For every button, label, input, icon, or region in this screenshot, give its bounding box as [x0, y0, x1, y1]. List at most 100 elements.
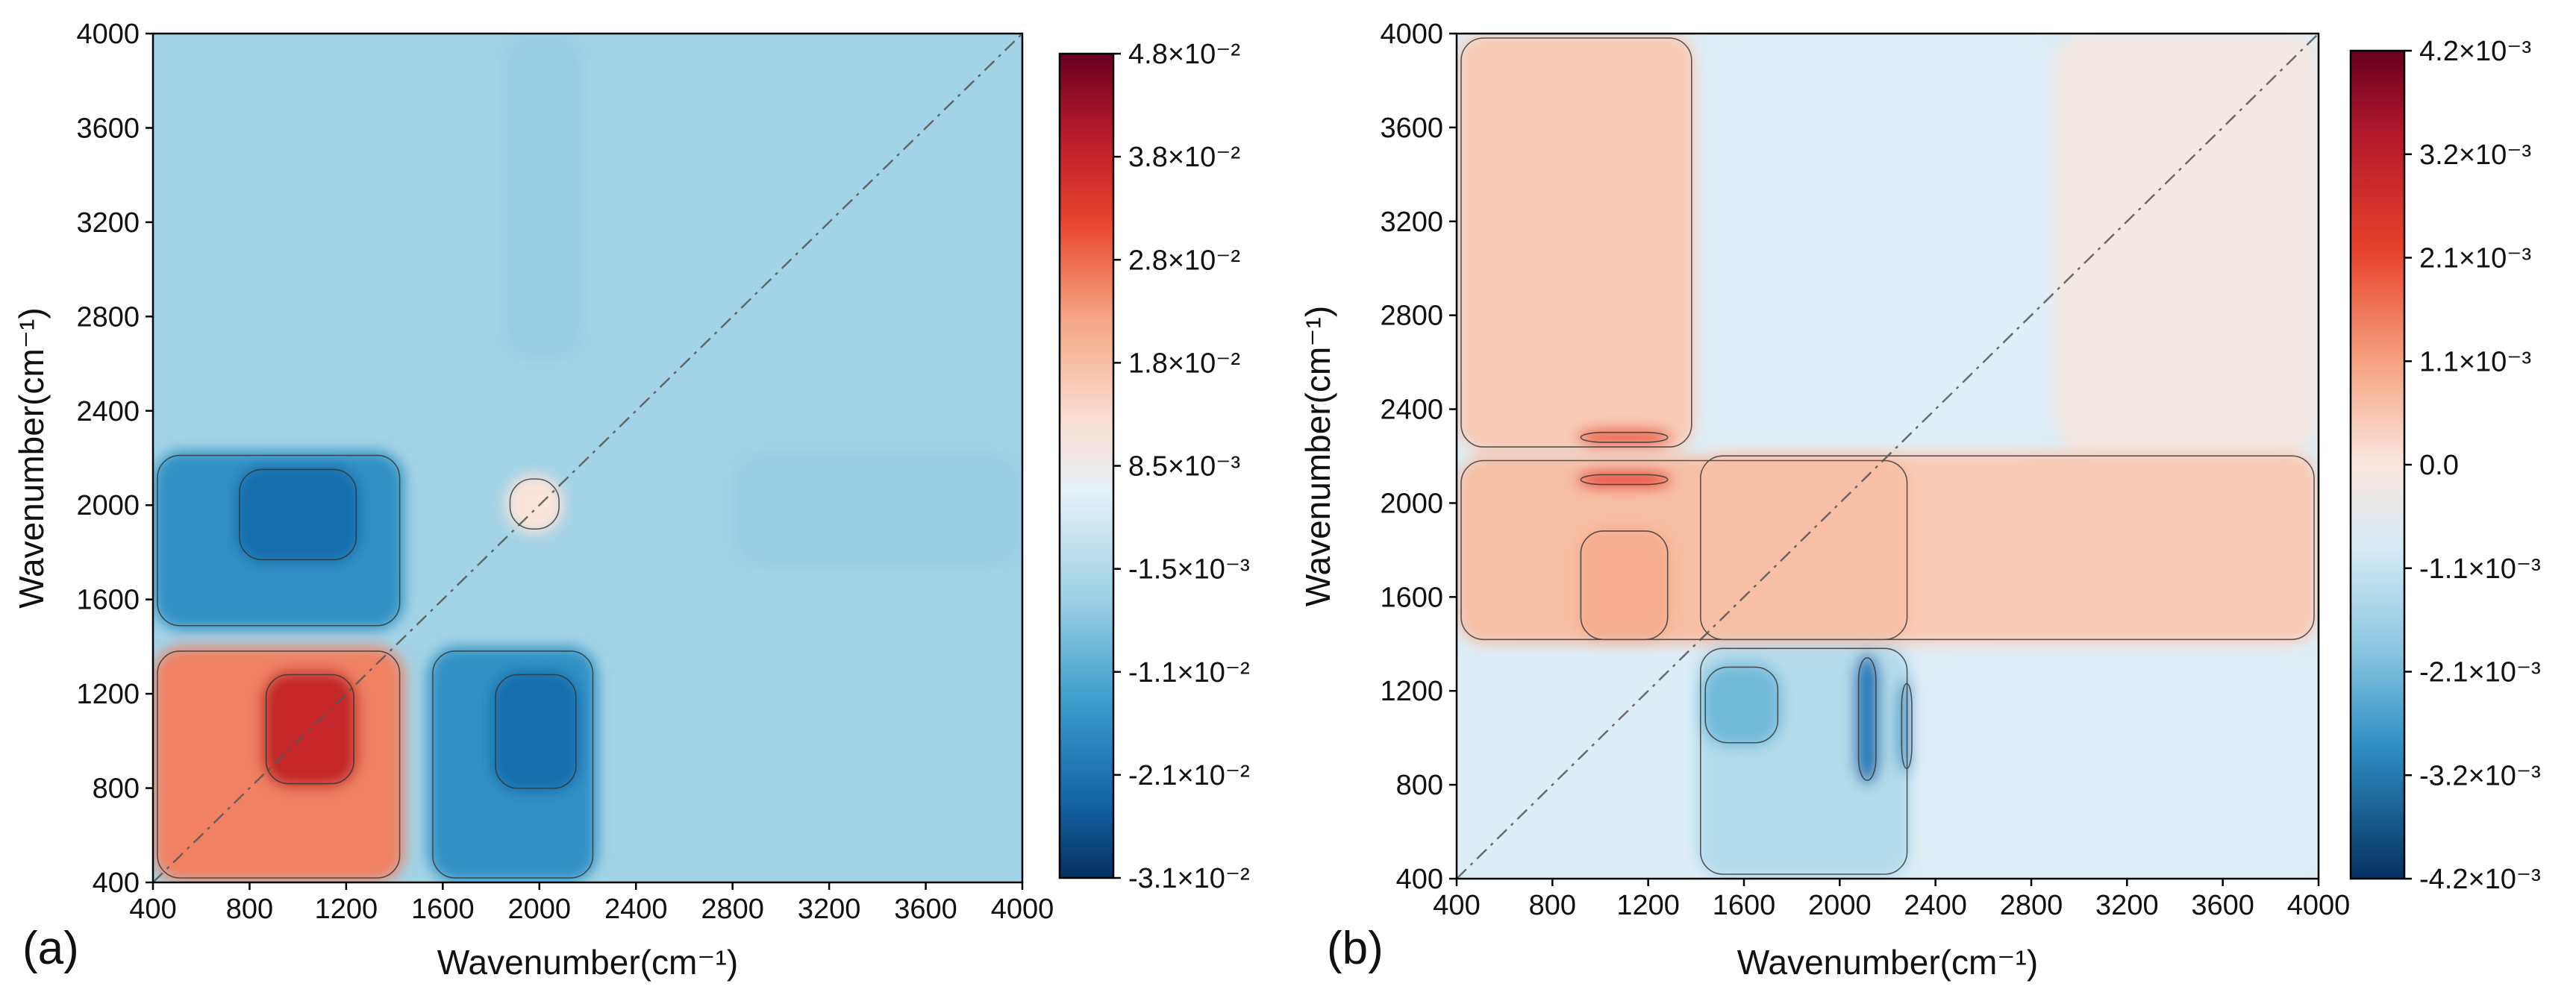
colorbar-tick-label: -2.1×10⁻³ [2419, 657, 2541, 688]
heatmap-region-5 [1576, 427, 1672, 447]
plot-area [153, 34, 1022, 882]
contour-line-6 [495, 674, 577, 789]
y-tick-label: 2800 [76, 301, 140, 333]
colorbar-tick-label: 4.8×10⁻² [1128, 39, 1240, 70]
y-tick-label: 3200 [1380, 207, 1443, 238]
panel-label: (b) [1327, 923, 1384, 974]
plot-frame [151, 32, 1024, 884]
contour-line-10 [1704, 666, 1779, 744]
y-tick-label: 1600 [76, 585, 140, 616]
x-tick-label: 1600 [1713, 890, 1776, 921]
colorbar-tick-label: 1.8×10⁻² [1128, 348, 1240, 379]
colorbar-tick-label: 3.2×10⁻³ [2419, 139, 2531, 171]
heatmap-region-10 [1701, 662, 1783, 747]
contour-line-3 [157, 454, 401, 627]
colorbar-tick-label: 3.8×10⁻² [1128, 142, 1240, 173]
x-tick-label: 800 [226, 894, 273, 925]
contour-line-3 [1460, 459, 1908, 641]
contour-line-6 [1580, 474, 1669, 486]
plot-area [1457, 34, 2319, 879]
heatmap-region-7 [503, 34, 584, 360]
x-tick-label: 2800 [701, 894, 764, 925]
colorbar-tick-label: -3.1×10⁻² [1128, 863, 1250, 894]
colorbar: 4.8×10⁻² 3.8×10⁻² 2.8×10⁻² 1.8×10⁻² 8.5×10⁻³… [1058, 39, 1250, 894]
y-tick-label: 400 [93, 867, 140, 899]
x-tick-label: 3600 [2191, 890, 2254, 921]
heatmap-region-1 [1457, 34, 1696, 452]
colorbar-gradient [2349, 49, 2406, 880]
colorbar-tick-label: -1.5×10⁻³ [1128, 554, 1250, 586]
contour-lines [1460, 37, 2315, 875]
colorbar-gradient [1058, 52, 1115, 879]
x-tick-label: 4000 [991, 894, 1054, 925]
colorbar-tick-label: 2.1×10⁻³ [2419, 243, 2531, 274]
heatmap-region-13 [2055, 34, 2319, 452]
contour-line-4 [1580, 530, 1669, 641]
colorbar-tick-label: -1.1×10⁻³ [2419, 553, 2541, 585]
x-tick-label: 1200 [1616, 890, 1680, 921]
y-axis-label: Wavenumber(cm⁻¹) [1298, 306, 1337, 606]
contour-line-5 [1580, 431, 1669, 443]
x-tick-label: 400 [129, 894, 176, 925]
heatmap-regions [1457, 34, 2319, 879]
contour-line-4 [239, 468, 357, 561]
colorbar-tick-label: -2.1×10⁻² [1128, 760, 1250, 791]
x-tick-label: 3200 [798, 894, 861, 925]
x-tick-label: 2000 [508, 894, 572, 925]
heatmap-regions [153, 34, 1022, 882]
x-tick-label: 4000 [2287, 890, 2351, 921]
y-axis-label: Wavenumber(cm⁻¹) [12, 307, 51, 608]
y-tick-label: 1200 [1380, 676, 1443, 707]
x-tick-label: 400 [1433, 890, 1480, 921]
heatmap-region-4 [1576, 526, 1672, 644]
colorbar-tick-label: 8.5×10⁻³ [1128, 451, 1240, 483]
x-axis-label: Wavenumber(cm⁻¹) [1737, 943, 2038, 982]
colorbar-tick-label: 0.0 [2419, 450, 2459, 481]
heatmap-region-4 [235, 465, 361, 565]
colorbar-tick-label: 1.1×10⁻³ [2419, 346, 2531, 377]
heatmap-region-6 [491, 670, 581, 793]
y-tick-label: 4000 [1380, 19, 1443, 50]
y-tick-label: 1200 [76, 679, 140, 710]
heatmap-region-9 [505, 474, 564, 534]
y-tick-label: 3600 [1380, 113, 1443, 144]
heatmap-panel-a: 400 800 1200 1600 2000 2400 2800 3200 3600 4000 40… [12, 19, 1250, 982]
colorbar-tick-label: -4.2×10⁻³ [2419, 864, 2541, 895]
y-tick-label: 1600 [1380, 582, 1443, 613]
x-tick-label: 2400 [1904, 890, 1967, 921]
heatmap-panel-b: 400 800 1200 1600 2000 2400 2800 3200 3600 4000 40… [1298, 19, 2541, 982]
y-tick-label: 4000 [76, 19, 140, 50]
colorbar-tick-label: 2.8×10⁻² [1128, 245, 1240, 276]
x-tick-label: 2800 [2000, 890, 2063, 921]
y-tick-label: 400 [1396, 864, 1443, 895]
x-tick-label: 3200 [2095, 890, 2159, 921]
contour-line-9 [509, 478, 560, 530]
x-tick-label: 1600 [411, 894, 475, 925]
x-tick-label: 1200 [315, 894, 378, 925]
contour-line-8 [1857, 657, 1877, 781]
contour-lines [157, 454, 594, 879]
x-tick-label: 800 [1529, 890, 1576, 921]
heatmap-region-11 [1695, 34, 2056, 452]
contour-line-1 [157, 650, 401, 879]
x-tick-label: 2400 [604, 894, 668, 925]
axis-ticks: 400 800 1200 1600 2000 2400 2800 3200 3600 4000 40… [76, 19, 1054, 925]
y-tick-label: 800 [93, 774, 140, 805]
heatmap-region-6 [1576, 470, 1672, 489]
colorbar-tick-label: 4.2×10⁻³ [2419, 36, 2531, 67]
y-tick-label: 3600 [76, 113, 140, 144]
contour-line-2 [265, 674, 354, 785]
heatmap-region-8 [732, 453, 1022, 567]
axis-ticks: 400 800 1200 1600 2000 2400 2800 3200 3600 4000 40… [1380, 19, 2350, 921]
y-tick-label: 2000 [76, 490, 140, 521]
colorbar: 4.2×10⁻³ 3.2×10⁻³ 2.1×10⁻³ 1.1×10⁻³ 0.0 -1.1×… [2349, 36, 2541, 895]
panel-label: (a) [22, 923, 79, 974]
contour-line-2 [1700, 455, 2315, 641]
y-tick-label: 2400 [76, 396, 140, 427]
contour-line-1 [1460, 37, 1692, 448]
contour-line-7 [1700, 647, 1908, 875]
heatmap-region-8 [1854, 653, 1881, 785]
contour-line-5 [432, 650, 594, 879]
colorbar-tick-label: -1.1×10⁻² [1128, 657, 1250, 688]
y-tick-label: 2000 [1380, 488, 1443, 519]
